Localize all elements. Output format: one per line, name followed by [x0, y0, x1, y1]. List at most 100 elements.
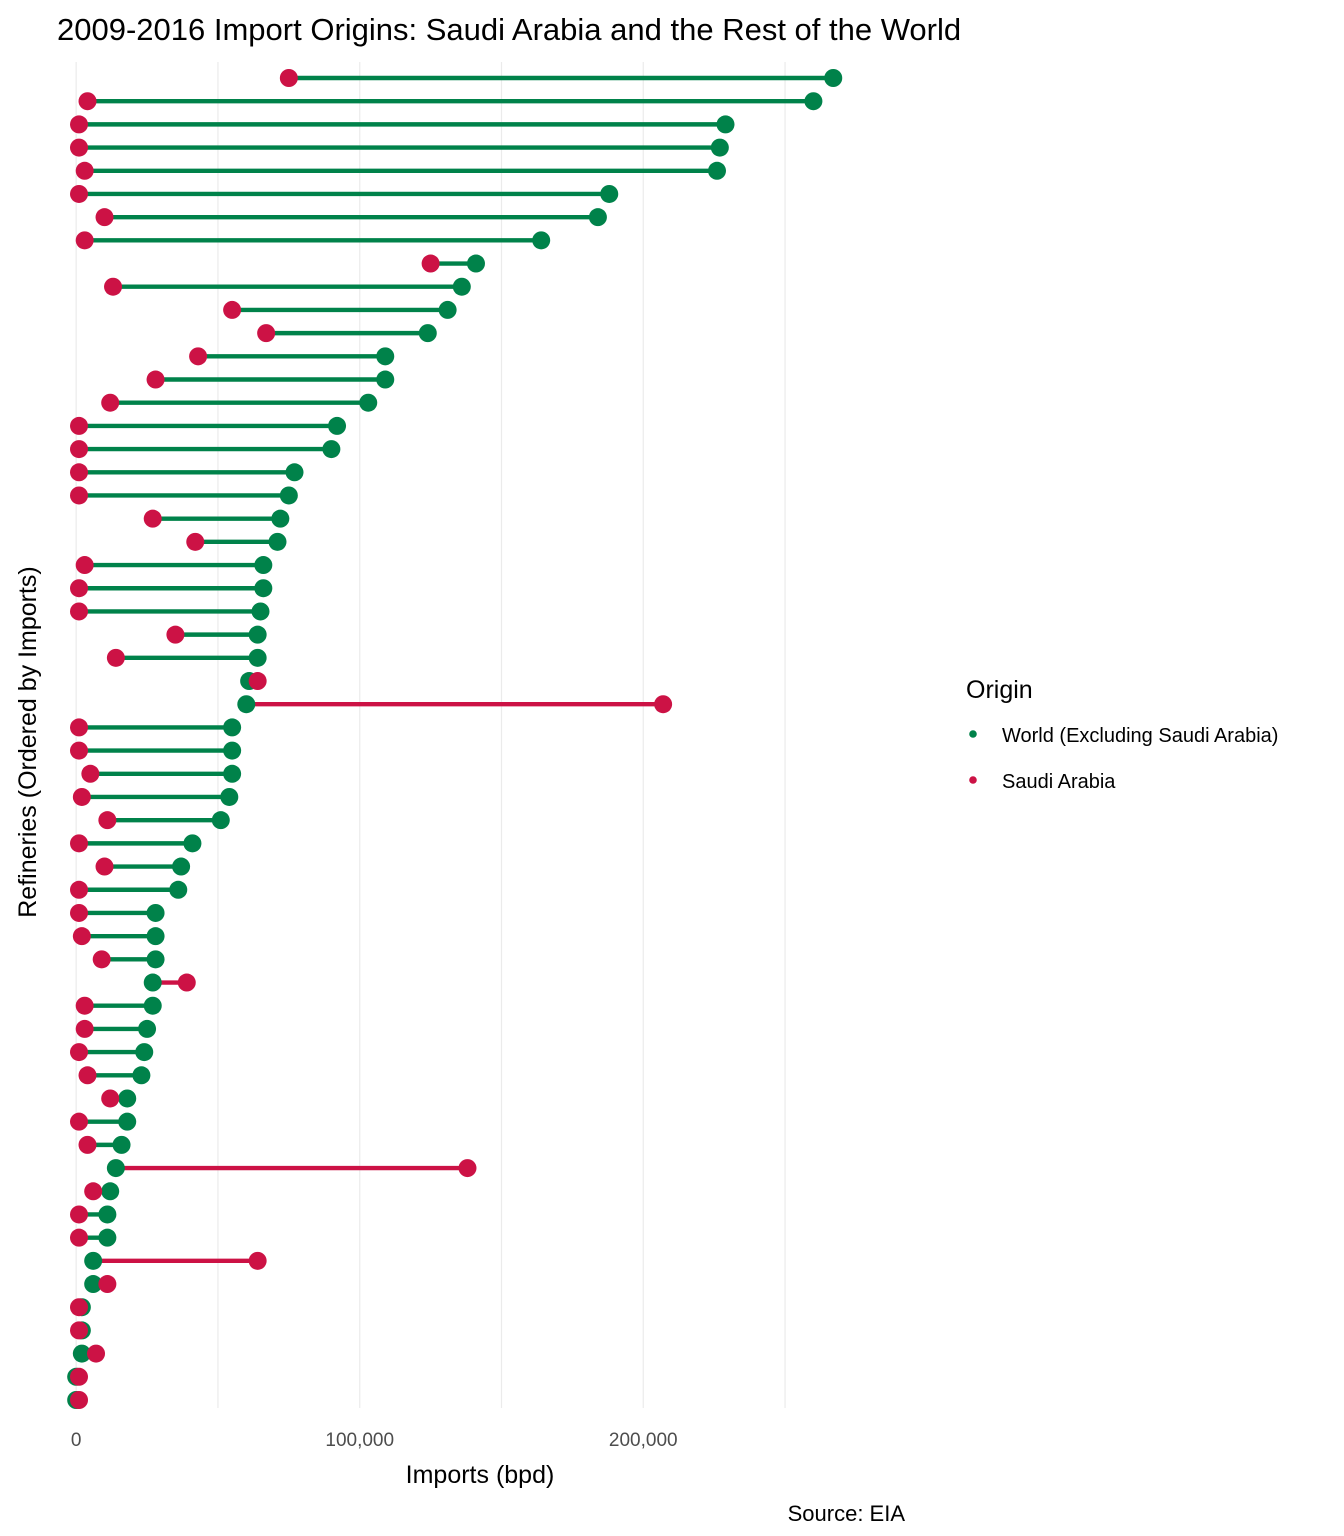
world-point — [223, 741, 242, 760]
saudi-point — [106, 648, 125, 667]
world-point — [223, 718, 242, 737]
world-point — [271, 509, 290, 528]
saudi-point — [87, 1344, 106, 1363]
saudi-point — [78, 92, 97, 111]
world-point — [135, 1043, 154, 1062]
world-point — [118, 1112, 137, 1131]
saudi-point — [75, 1019, 94, 1038]
world-point — [146, 927, 165, 946]
saudi-point — [70, 440, 89, 459]
saudi-point — [70, 1043, 89, 1062]
legend-key-world — [969, 730, 977, 738]
saudi-point — [70, 184, 89, 203]
saudi-point — [70, 903, 89, 922]
world-point — [707, 161, 726, 180]
saudi-point — [70, 834, 89, 853]
x-tick-label: 100,000 — [325, 1430, 394, 1451]
dumbbell-points — [67, 69, 843, 1409]
saudi-point — [95, 208, 114, 227]
saudi-point — [146, 370, 165, 389]
world-point — [101, 1182, 120, 1201]
world-point — [143, 973, 162, 992]
saudi-point — [70, 1112, 89, 1131]
world-point — [220, 787, 239, 806]
saudi-point — [70, 486, 89, 505]
world-point — [268, 532, 287, 551]
saudi-point — [70, 1298, 89, 1317]
saudi-point — [70, 579, 89, 598]
world-point — [254, 579, 273, 598]
saudi-point — [654, 695, 673, 714]
saudi-point — [104, 277, 123, 296]
world-point — [84, 1275, 103, 1294]
saudi-point — [248, 1251, 267, 1270]
world-point — [588, 208, 607, 227]
world-point — [98, 1205, 117, 1224]
world-point — [824, 69, 843, 87]
source-caption: Source: EIA — [788, 1501, 906, 1526]
world-point — [438, 300, 457, 319]
world-point — [251, 602, 270, 621]
legend-key-saudi — [969, 776, 977, 784]
saudi-point — [78, 1066, 97, 1085]
world-point — [118, 1089, 137, 1108]
saudi-point — [70, 1367, 89, 1386]
world-point — [146, 903, 165, 922]
saudi-point — [257, 324, 276, 343]
world-point — [279, 486, 298, 505]
world-point — [98, 1228, 117, 1247]
saudi-point — [75, 996, 94, 1015]
saudi-point — [95, 857, 114, 876]
world-point — [248, 625, 267, 644]
world-point — [169, 880, 188, 899]
saudi-point — [279, 69, 298, 87]
world-point — [359, 393, 378, 412]
world-point — [183, 834, 202, 853]
saudi-point — [70, 416, 89, 435]
world-point — [237, 695, 256, 714]
world-point — [138, 1019, 157, 1038]
saudi-point — [70, 1391, 89, 1409]
saudi-point — [421, 254, 440, 273]
world-point — [254, 556, 273, 575]
saudi-point — [98, 1275, 117, 1294]
world-point — [466, 254, 485, 273]
legend-label-world: World (Excluding Saudi Arabia) — [1002, 725, 1278, 747]
saudi-point — [70, 1228, 89, 1247]
saudi-point — [186, 532, 205, 551]
world-point — [84, 1251, 103, 1270]
saudi-point — [70, 718, 89, 737]
world-point — [248, 648, 267, 667]
saudi-point — [75, 556, 94, 575]
saudi-point — [458, 1159, 477, 1178]
world-point — [223, 764, 242, 783]
saudi-point — [75, 231, 94, 250]
saudi-point — [223, 300, 242, 319]
saudi-point — [101, 1089, 120, 1108]
saudi-point — [92, 950, 111, 969]
saudi-point — [84, 1182, 103, 1201]
x-axis-title: Imports (bpd) — [406, 1461, 555, 1489]
saudi-point — [177, 973, 196, 992]
saudi-point — [70, 602, 89, 621]
world-point — [532, 231, 551, 250]
world-point — [418, 324, 437, 343]
world-point — [804, 92, 823, 111]
saudi-point — [78, 1135, 97, 1154]
world-point — [452, 277, 471, 296]
saudi-point — [72, 787, 91, 806]
y-axis-title: Refineries (Ordered by Imports) — [14, 566, 42, 918]
legend: Origin World (Excluding Saudi Arabia) Sa… — [966, 676, 1278, 793]
x-tick-label: 200,000 — [609, 1430, 678, 1451]
world-point — [146, 950, 165, 969]
dumbbell-segments — [76, 75, 834, 1403]
world-point — [106, 1159, 125, 1178]
world-point — [72, 1344, 91, 1363]
saudi-point — [81, 764, 100, 783]
saudi-point — [166, 625, 185, 644]
saudi-point — [75, 161, 94, 180]
world-point — [172, 857, 191, 876]
saudi-point — [248, 672, 267, 691]
legend-label-saudi: Saudi Arabia — [1002, 771, 1116, 793]
saudi-point — [70, 115, 89, 134]
